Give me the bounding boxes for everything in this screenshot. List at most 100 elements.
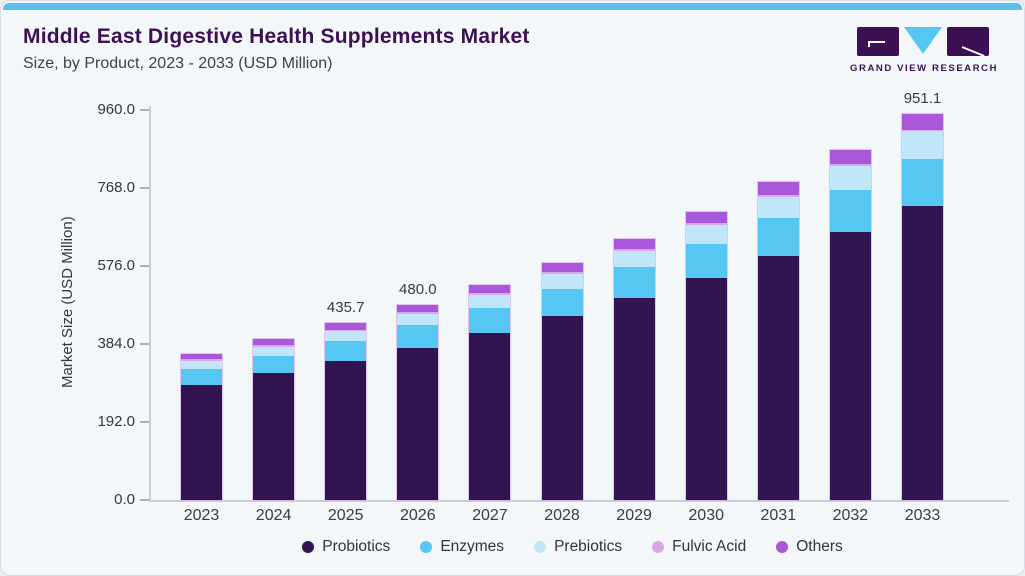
bar-segment-prebiotics <box>902 131 943 159</box>
legend-item-probiotics: Probiotics <box>302 538 390 556</box>
legend-label: Prebiotics <box>554 538 623 555</box>
legend-swatch-icon <box>420 541 433 553</box>
bar-segment-probiotics <box>181 384 222 500</box>
y-tick-mark <box>140 187 149 189</box>
x-tick-label: 2027 <box>472 507 508 524</box>
legend-label: Fulvic Acid <box>672 538 747 555</box>
bar-2023 <box>181 354 222 500</box>
top-accent-bar <box>3 3 1022 10</box>
x-tick-label: 2024 <box>255 507 292 524</box>
logo-r-icon <box>947 27 989 57</box>
legend-label: Others <box>796 538 843 555</box>
bar-segment-prebiotics <box>253 347 295 356</box>
bar-segment-prebiotics <box>613 250 655 268</box>
x-axis-line <box>149 500 1009 502</box>
logo-g-icon <box>857 27 899 56</box>
y-tick-mark <box>140 265 149 267</box>
chart-subtitle: Size, by Product, 2023 - 2033 (USD Milli… <box>23 55 333 72</box>
y-tick-label: 768.0 <box>97 179 135 196</box>
bar-segment-enzymes <box>325 341 367 362</box>
bar-2030 <box>685 211 727 500</box>
bar-2026 <box>397 305 439 500</box>
bar-segment-fulvic-acid <box>613 249 655 251</box>
bar-2032 <box>829 149 871 500</box>
bar-value-label: 435.7 <box>326 298 365 316</box>
bar-segment-prebiotics <box>757 197 799 219</box>
y-tick-label: 960.0 <box>97 101 135 118</box>
bar-segment-prebiotics <box>325 331 367 342</box>
bar-segment-probiotics <box>685 278 727 500</box>
x-tick-label: 2023 <box>183 507 220 524</box>
bar-segment-fulvic-acid <box>685 223 727 226</box>
bar-segment-others <box>757 182 799 196</box>
grand-view-research-logo: GRAND VIEW RESEARCH <box>850 27 997 74</box>
y-tick-label: 384.0 <box>97 335 135 352</box>
bar-segment-others <box>325 322 367 330</box>
bar-segment-prebiotics <box>829 165 871 191</box>
bar-value-label: 480.0 <box>399 281 437 298</box>
bar-2028 <box>541 262 583 500</box>
bar-value-label: 951.1 <box>903 89 942 107</box>
y-tick-mark <box>140 109 149 111</box>
bar-segment-others <box>253 339 295 346</box>
legend-swatch-icon <box>776 541 789 553</box>
bar-segment-fulvic-acid <box>469 293 511 296</box>
bar-segment-fulvic-acid <box>181 359 222 362</box>
legend-item-fulvic-acid: Fulvic Acid <box>652 538 746 556</box>
x-tick-label: 2032 <box>832 507 869 524</box>
bar-segment-prebiotics <box>469 295 511 308</box>
bar-segment-others <box>181 354 222 360</box>
bar-segment-others <box>829 149 871 165</box>
bar-segment-fulvic-acid <box>902 129 943 132</box>
bar-segment-fulvic-acid <box>541 272 583 275</box>
bar-segment-fulvic-acid <box>829 164 871 166</box>
bar-segment-enzymes <box>613 267 655 298</box>
bar-segment-probiotics <box>613 297 655 500</box>
chart-title: Middle East Digestive Health Supplements… <box>23 25 530 48</box>
bar-segment-prebiotics <box>181 361 222 369</box>
x-tick-label: 2030 <box>688 507 724 524</box>
y-tick-label: 576.0 <box>97 257 135 274</box>
y-tick-label: 0.0 <box>114 491 135 508</box>
x-tick-label: 2028 <box>544 507 580 524</box>
bar-segment-enzymes <box>829 190 871 233</box>
bar-segment-probiotics <box>541 316 583 500</box>
logo-v-icon <box>904 27 942 54</box>
bar-segment-others <box>613 238 655 250</box>
chart-legend: Probiotics Enzymes Prebiotics Fulvic Acid Ot… <box>121 538 1024 556</box>
bar-2033 <box>902 113 943 500</box>
bar-segment-enzymes <box>253 355 295 374</box>
y-tick-label: 192.0 <box>97 413 135 430</box>
bar-segment-prebiotics <box>685 225 727 245</box>
bar-2031 <box>757 182 799 500</box>
bar-segment-prebiotics <box>541 274 583 289</box>
bar-segment-probiotics <box>253 373 295 500</box>
bar-2029 <box>613 238 655 500</box>
bar-segment-probiotics <box>469 332 511 500</box>
x-tick-label: 2026 <box>400 507 436 524</box>
bar-segment-others <box>902 113 943 130</box>
bar-segment-probiotics <box>757 256 799 500</box>
bar-segment-probiotics <box>902 205 943 500</box>
bar-2027 <box>469 285 511 500</box>
bar-2025 <box>325 322 367 500</box>
logo-g-glyph <box>868 41 885 47</box>
y-tick-mark <box>140 343 149 345</box>
logo-marks <box>850 27 996 57</box>
legend-item-others: Others <box>776 538 843 556</box>
bar-segment-prebiotics <box>397 314 439 326</box>
bar-segment-probiotics <box>397 347 439 500</box>
bar-segment-enzymes <box>902 158 943 206</box>
bar-segment-fulvic-acid <box>757 195 799 198</box>
bar-segment-enzymes <box>685 244 727 278</box>
x-tick-label: 2029 <box>616 507 652 524</box>
y-axis-title: Market Size (USD Million) <box>59 216 76 388</box>
bar-2024 <box>253 339 295 500</box>
header: Middle East Digestive Health Supplements… <box>23 25 530 73</box>
bar-segment-enzymes <box>757 218 799 257</box>
x-tick-label: 2031 <box>760 507 797 524</box>
legend-label: Enzymes <box>440 538 505 555</box>
bar-segment-enzymes <box>181 368 222 385</box>
legend-item-prebiotics: Prebiotics <box>534 538 622 556</box>
